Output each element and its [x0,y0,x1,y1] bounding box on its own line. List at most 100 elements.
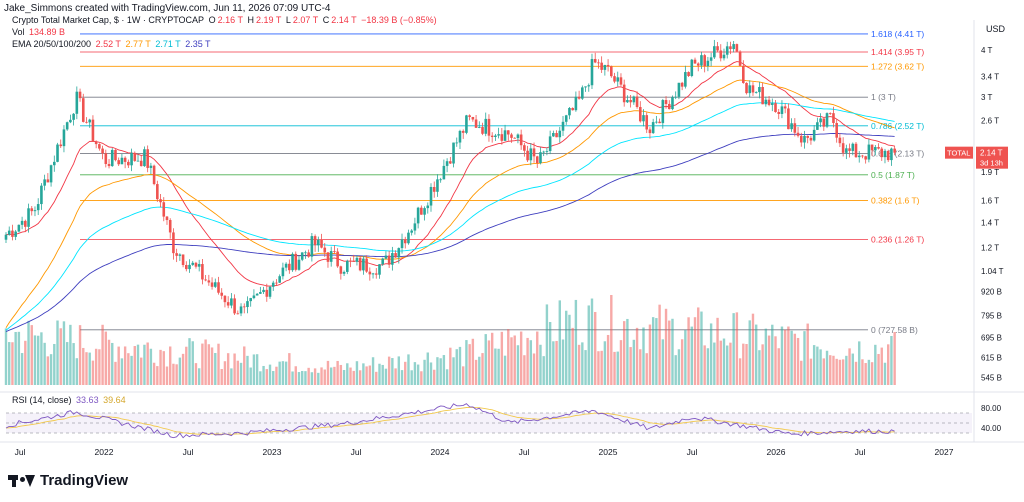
volume-bar [642,327,645,385]
volume-bar [194,363,198,385]
volume-bar [368,365,372,385]
candle-body [764,99,768,105]
candle-body [729,46,732,50]
volume-bar [532,353,536,385]
volume-bar [423,359,426,385]
volume-bar [149,348,153,385]
volume-bar [407,354,410,385]
volume-bar [893,332,896,385]
candle-body [477,127,481,128]
candle-body [442,165,446,180]
candle-body [777,112,781,114]
volume-bar [555,340,558,385]
candle-body [742,65,745,83]
volume-bar [27,320,30,385]
candle-body [439,179,442,181]
volume-bar [568,314,571,385]
volume-bar [619,340,623,385]
volume-bar [700,311,703,385]
candle-body [391,253,394,265]
candle-body [828,113,832,114]
volume-bar [526,337,529,385]
volume-bar [510,337,513,385]
candle-body [861,155,864,157]
candle-body [36,204,40,211]
volume-bar [397,356,401,385]
volume-bar [658,304,661,385]
volume-bar [742,343,745,385]
volume-bar [394,368,397,385]
candle-body [658,121,661,124]
volume-bar [98,349,101,385]
volume-bar [358,370,362,385]
volume-bar [416,364,420,385]
fib-label: 0.236 (1.26 T) [871,235,924,245]
candle-body [523,145,526,151]
volume-bar [75,358,79,385]
candle-body [252,295,256,299]
price-axis-tick: 1.04 T [981,267,1004,276]
candle-body [709,57,713,61]
candle-body [172,232,175,254]
volume-bar [745,344,748,385]
current-tag-bg [945,146,973,159]
candle-body [52,161,56,166]
candle-body [88,119,92,123]
volume-bar [107,339,111,385]
volume-bar [529,340,533,385]
volume-bar [201,343,204,385]
ema-label[interactable]: EMA 20/50/100/200 [12,39,92,49]
price-axis-tick: 920 B [981,287,1002,296]
candle-body [581,87,584,99]
volume-bar [288,353,291,385]
volume-bar [239,362,243,385]
volume-bar [690,326,693,385]
volume-bar [687,317,690,385]
candle-body [181,254,185,266]
volume-bar [674,355,677,385]
candle-body [461,130,465,133]
time-axis-tick: 2025 [599,447,618,457]
candle-body [387,255,391,265]
candle-body [500,134,504,141]
volume-bar [442,355,446,385]
volume-bar [787,326,790,385]
candle-body [864,156,867,160]
candle-body [613,76,616,82]
candle-body [262,289,265,293]
rsi-label[interactable]: RSI (14, close) [12,395,72,405]
volume-bar [165,366,169,385]
volume-bar [474,359,478,385]
price-axis-tick: 1.9 T [981,168,999,177]
candle-body [783,106,787,109]
vol-label[interactable]: Vol [12,27,25,37]
candle-body [577,96,581,99]
candle-body [17,224,21,232]
candle-body [703,55,706,67]
symbol-title[interactable]: Crypto Total Market Cap, $ · 1W · CRYPTO… [12,15,205,25]
candle-body [651,122,655,134]
candle-body [410,230,413,233]
volume-bar [597,351,600,385]
candle-body [793,123,797,133]
candle-body [597,62,600,64]
candle-body [780,106,784,114]
time-axis-tick: Jul [519,447,530,457]
volume-bar [729,342,732,385]
volume-bar [519,331,523,385]
volume-bar [294,366,297,385]
candle-body [661,100,665,124]
volume-bar [268,364,272,385]
volume-bar [185,346,188,385]
volume-bar [613,351,616,385]
candle-body [552,133,555,137]
candle-body [352,261,356,262]
volume-bar [754,324,758,385]
rsi-legend: RSI (14, close) 33.63 39.64 [12,395,128,405]
rsi-value: 33.63 [76,395,99,405]
volume-bar [36,335,40,385]
tradingview-brand[interactable]: TradingView [8,472,128,489]
volume-bar [883,362,887,385]
candle-body [213,282,217,287]
